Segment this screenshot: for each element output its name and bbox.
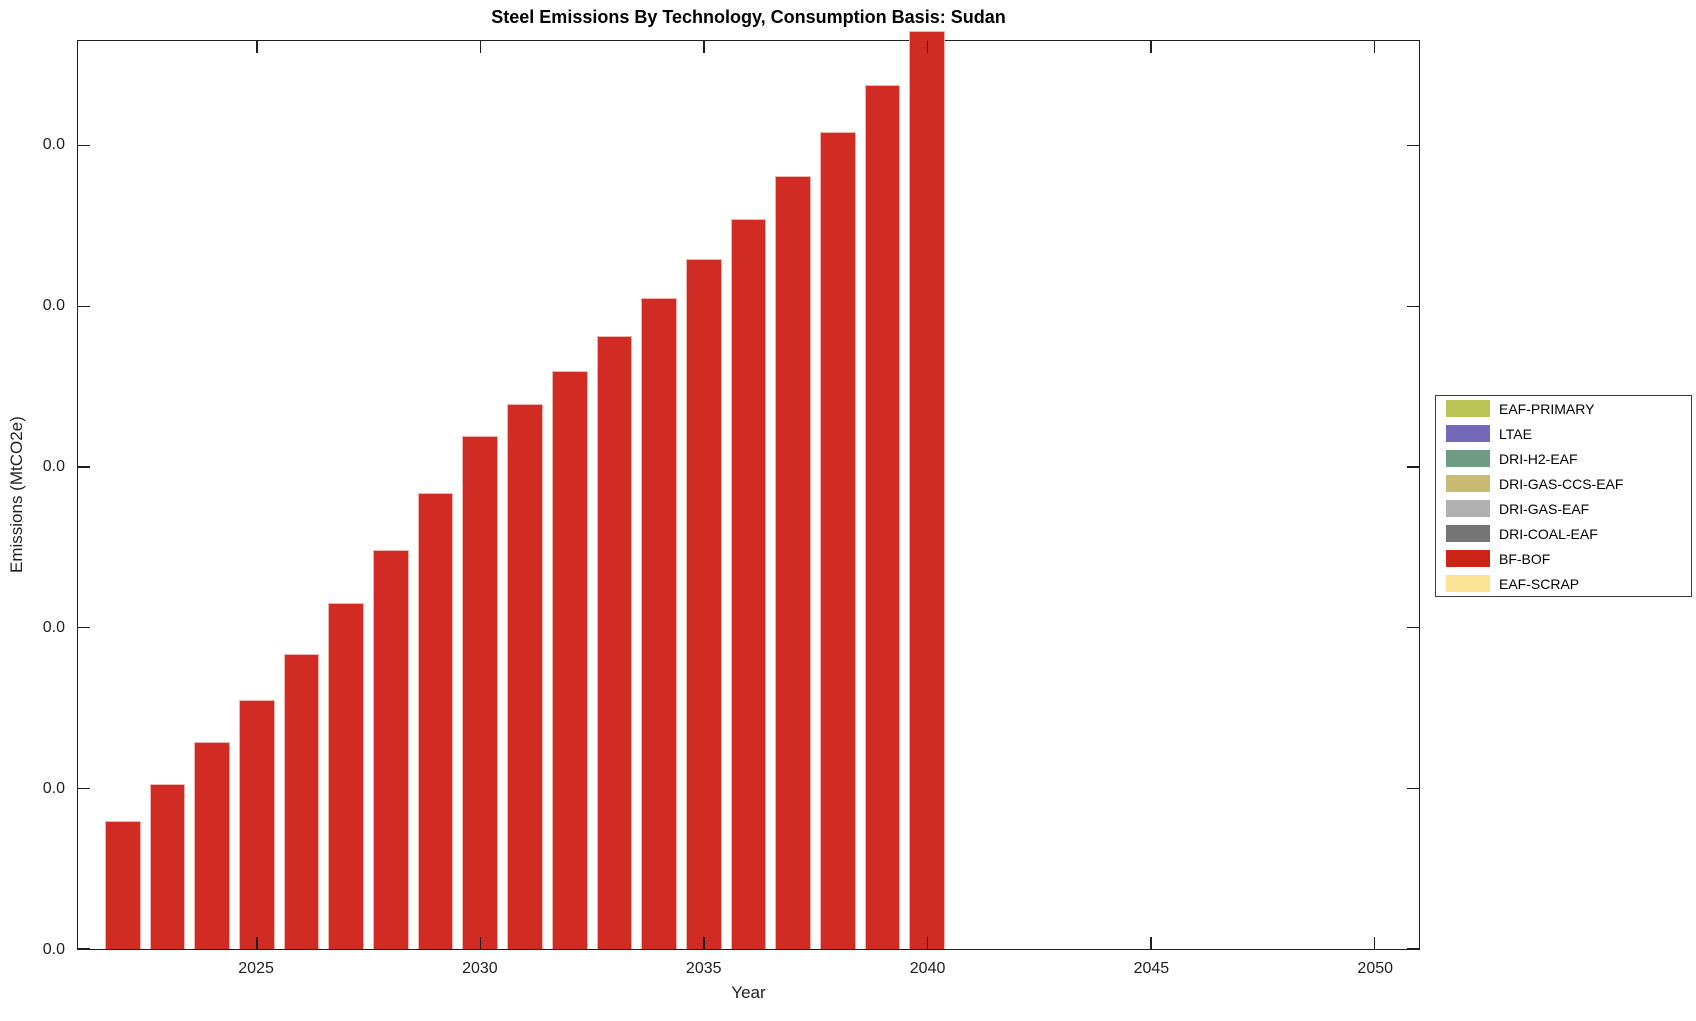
x-tick-label: 2035 <box>685 960 722 977</box>
bar-2026 <box>283 653 320 949</box>
y-tick-label: 0.0 <box>42 779 65 797</box>
bar-2038 <box>820 131 856 949</box>
legend-swatch-dri-coal-eaf <box>1446 525 1490 542</box>
x-tick-top <box>1150 41 1152 53</box>
legend-entry-label: LTAE <box>1499 425 1532 442</box>
x-axis-label: Year <box>731 983 766 1002</box>
legend-entry: EAF-PRIMARY <box>1436 396 1691 421</box>
legend-entry: EAF-SCRAP <box>1436 571 1691 596</box>
bar-2032 <box>551 371 588 949</box>
bar-2033 <box>596 336 633 949</box>
y-tick-left <box>78 626 90 629</box>
legend-entry-label: DRI-GAS-CCS-EAF <box>1499 475 1624 492</box>
legend-swatch-eaf-scrap <box>1446 575 1490 592</box>
legend-entry-label: DRI-COAL-EAF <box>1499 525 1598 542</box>
y-tick-right <box>1407 948 1419 950</box>
bar-2039 <box>864 84 901 949</box>
x-tick-bottom <box>479 937 482 949</box>
bar-2034 <box>641 298 677 949</box>
legend-swatch-eaf-primary <box>1446 400 1490 417</box>
y-tick-label: 0.0 <box>42 457 65 475</box>
legend-entry: LTAE <box>1436 421 1691 446</box>
legend-entry: DRI-COAL-EAF <box>1436 521 1691 546</box>
y-tick-right <box>1407 305 1419 308</box>
bar-2022 <box>104 821 141 949</box>
x-tick-bottom <box>703 937 705 949</box>
bar-2040 <box>909 31 946 949</box>
legend-entry-label: DRI-GAS-EAF <box>1499 500 1590 517</box>
bar-2028 <box>373 549 409 949</box>
bar-2024 <box>194 742 230 949</box>
x-tick-bottom <box>1373 937 1376 949</box>
x-tick-top <box>479 41 482 53</box>
bar-2035 <box>685 258 722 949</box>
x-tick-top <box>256 41 258 53</box>
legend-swatch-bf-bof <box>1446 550 1490 567</box>
legend-entry: DRI-GAS-EAF <box>1436 496 1691 521</box>
legend-entry: BF-BOF <box>1436 546 1691 571</box>
y-tick-left <box>78 466 90 468</box>
bar-2025 <box>238 699 275 949</box>
plot-area <box>77 31 1420 950</box>
legend-entry: DRI-H2-EAF <box>1436 446 1691 471</box>
y-tick-label: 0.0 <box>42 618 65 636</box>
x-tick-label: 2025 <box>238 960 274 977</box>
y-tick-right <box>1407 144 1419 147</box>
bar-2037 <box>775 175 812 949</box>
bar-2027 <box>328 602 365 949</box>
y-tick-left <box>78 787 90 790</box>
legend: EAF-PRIMARY LTAE DRI-H2-EAF DRI-GAS-CCS-EAF… <box>1435 395 1692 597</box>
legend-entry: DRI-GAS-CCS-EAF <box>1436 471 1691 496</box>
x-tick-label: 2030 <box>462 960 498 977</box>
y-tick-left <box>78 305 90 308</box>
y-tick-right <box>1407 626 1419 629</box>
y-tick-left <box>78 948 90 950</box>
bar-2031 <box>507 404 543 949</box>
legend-entry-label: EAF-SCRAP <box>1499 575 1580 592</box>
bar-2029 <box>417 492 454 949</box>
legend-swatch-ltae <box>1446 425 1490 442</box>
y-tick-label: 0.0 <box>42 941 65 958</box>
x-tick-top <box>703 41 705 53</box>
x-tick-bottom <box>1150 937 1152 949</box>
y-tick-label: 0.0 <box>42 296 65 314</box>
x-tick-label: 2040 <box>909 960 946 977</box>
y-axis-label: Emissions (MtCO2e) <box>7 416 26 574</box>
bar-2023 <box>149 784 186 949</box>
x-tick-label: 2045 <box>1133 960 1170 977</box>
bar-2036 <box>730 218 767 949</box>
x-tick-bottom <box>926 937 929 949</box>
legend-entry-label: EAF-PRIMARY <box>1499 400 1595 417</box>
bar-2030 <box>462 436 499 949</box>
chart-title: Steel Emissions By Technology, Consumpti… <box>491 7 1006 27</box>
y-tick-label: 0.0 <box>42 135 65 153</box>
y-tick-right <box>1407 466 1419 468</box>
legend-swatch-dri-gas-ccs-eaf <box>1446 475 1490 492</box>
legend-entry-label: BF-BOF <box>1499 550 1551 567</box>
legend-swatch-dri-gas-eaf <box>1446 500 1490 517</box>
legend-swatch-dri-h2-eaf <box>1446 450 1490 467</box>
legend-entry-label: DRI-H2-EAF <box>1499 450 1578 467</box>
x-tick-top <box>1373 41 1376 53</box>
x-tick-label: 2050 <box>1357 960 1394 977</box>
y-tick-left <box>78 144 90 147</box>
x-tick-bottom <box>256 937 258 949</box>
x-tick-top <box>926 41 929 53</box>
y-tick-right <box>1407 787 1419 790</box>
